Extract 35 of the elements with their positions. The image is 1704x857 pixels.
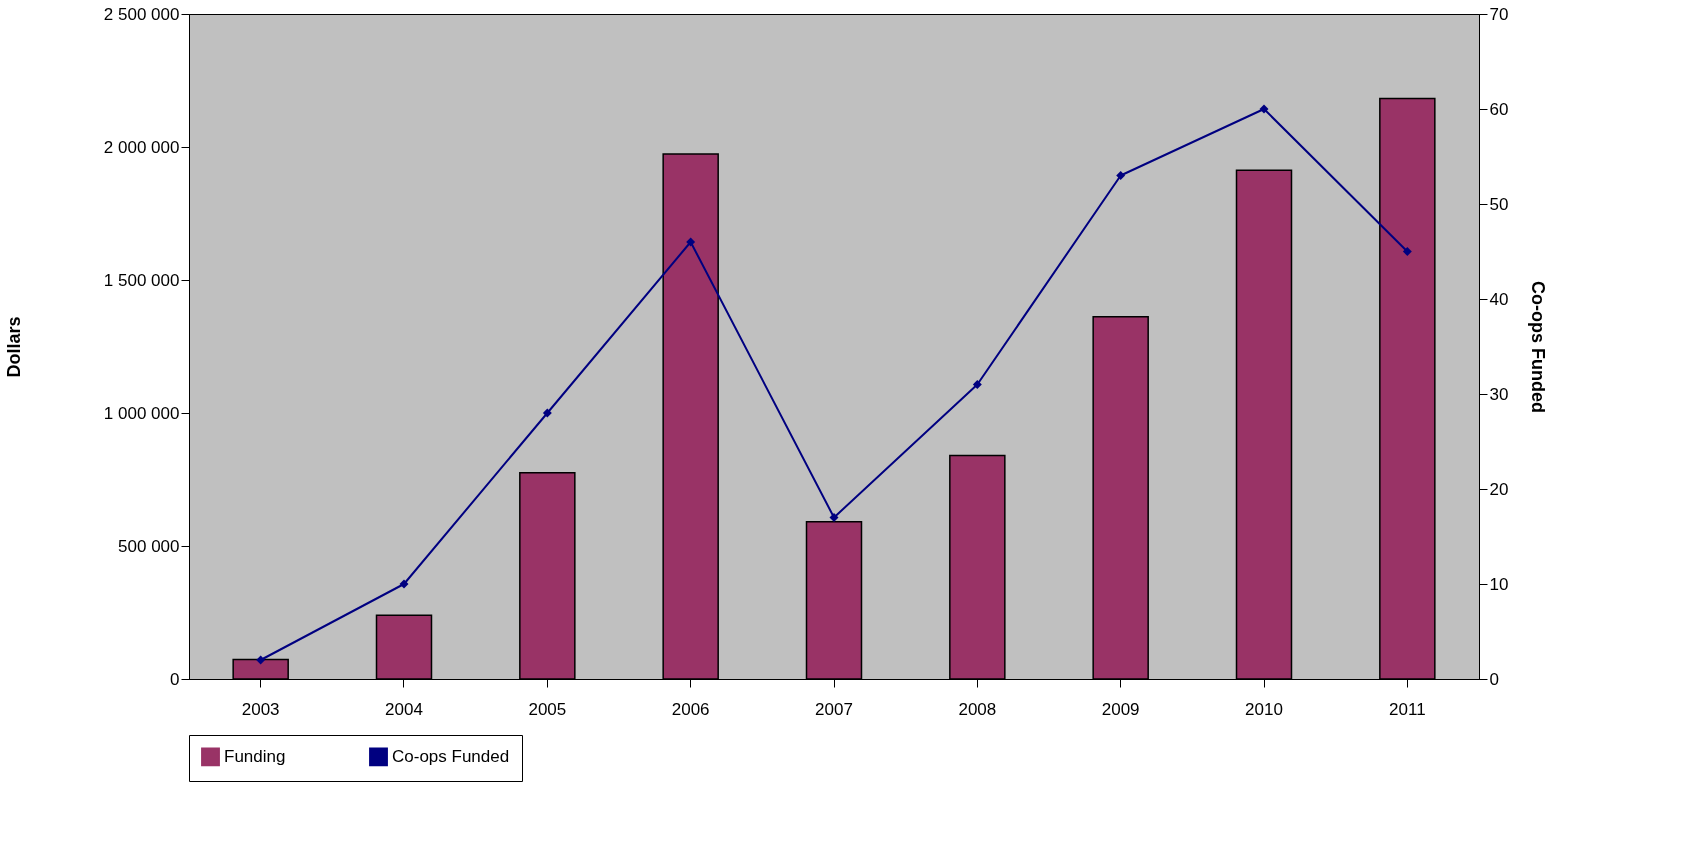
y-tick-label: 2 500 000 [103, 4, 180, 24]
y-tick-label: 2 000 000 [103, 137, 180, 157]
point [542, 408, 552, 418]
x-tick-label: 2003 [241, 699, 280, 719]
x-tick-label: 2004 [385, 699, 423, 719]
y-tick-label: 500 000 [118, 536, 180, 556]
y2-tick-label: 70 [1489, 4, 1509, 24]
x-tick-label: 2011 [1389, 699, 1426, 719]
x-tick-label: 2007 [815, 699, 853, 719]
y2-tick-label: 40 [1489, 289, 1509, 309]
y2-tick-label: 30 [1489, 384, 1509, 404]
y-axis-title: Dollars [3, 316, 24, 378]
y-tick-label: 0 [170, 669, 180, 689]
x-tick-label: 2006 [671, 699, 710, 719]
legend-label: Co-ops Funded [392, 746, 510, 766]
y2-axis-title: Co-ops Funded [1528, 281, 1549, 413]
legend-label: Funding [224, 746, 286, 766]
x-tick-label: 2008 [958, 699, 997, 719]
y2-tick-label: 60 [1489, 99, 1509, 119]
point [256, 655, 266, 665]
y-tick-label: 1 500 000 [103, 270, 180, 290]
y2-tick-label: 20 [1489, 479, 1509, 499]
x-tick-label: 2005 [528, 699, 567, 719]
point [1116, 171, 1126, 180]
y2-tick-label: 50 [1489, 194, 1509, 214]
x-tick-label: 2009 [1101, 699, 1140, 719]
y-tick-label: 1 000 000 [103, 403, 180, 423]
point [399, 579, 409, 589]
x-tick-label: 2010 [1245, 699, 1283, 719]
point [972, 380, 982, 389]
point [1259, 104, 1269, 114]
y2-tick-label: 10 [1489, 574, 1509, 594]
point [1402, 247, 1412, 256]
y2-tick-label: 0 [1489, 669, 1499, 689]
point [686, 237, 696, 247]
